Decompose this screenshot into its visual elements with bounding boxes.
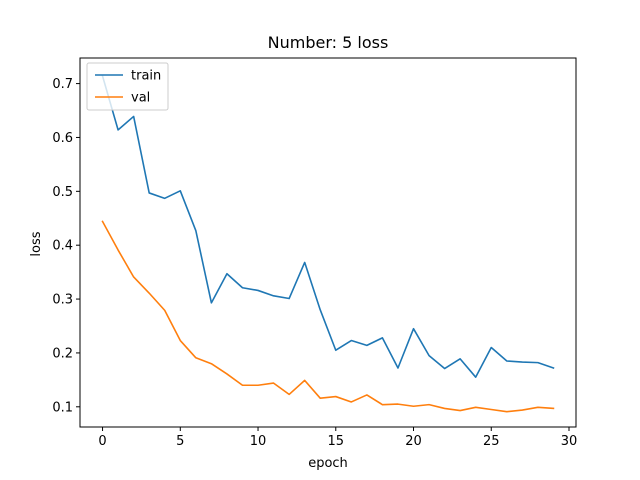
y-tick-label: 0.1 — [52, 400, 73, 415]
y-axis-label: loss — [29, 231, 44, 256]
x-tick-label: 30 — [561, 434, 578, 449]
series-line-train — [101, 75, 555, 378]
x-tick-label: 10 — [250, 434, 267, 449]
x-tick-label: 20 — [405, 434, 422, 449]
y-tick-label: 0.6 — [52, 131, 73, 146]
plot-area: 0 5 10 15 20 25 30 0.1 0.2 0.3 0.4 0.5 0.6 0.7 train va… — [52, 57, 578, 449]
y-tick-label: 0.4 — [52, 239, 73, 254]
x-tick-label: 0 — [98, 434, 106, 449]
x-tick-label: 25 — [483, 434, 500, 449]
axes-frame — [79, 57, 577, 428]
y-tick-label: 0.7 — [52, 77, 73, 92]
series-line-val — [101, 220, 555, 413]
legend-label-val: val — [131, 91, 150, 106]
x-axis-label: epoch — [308, 456, 348, 471]
chart-title: Number: 5 loss — [268, 33, 389, 52]
y-tick-label: 0.5 — [52, 185, 73, 200]
y-tick-label: 0.2 — [52, 346, 73, 361]
y-tick-label: 0.3 — [52, 293, 73, 308]
legend-label-train: train — [131, 69, 161, 84]
x-tick-label: 5 — [176, 434, 184, 449]
x-tick-label: 15 — [328, 434, 345, 449]
